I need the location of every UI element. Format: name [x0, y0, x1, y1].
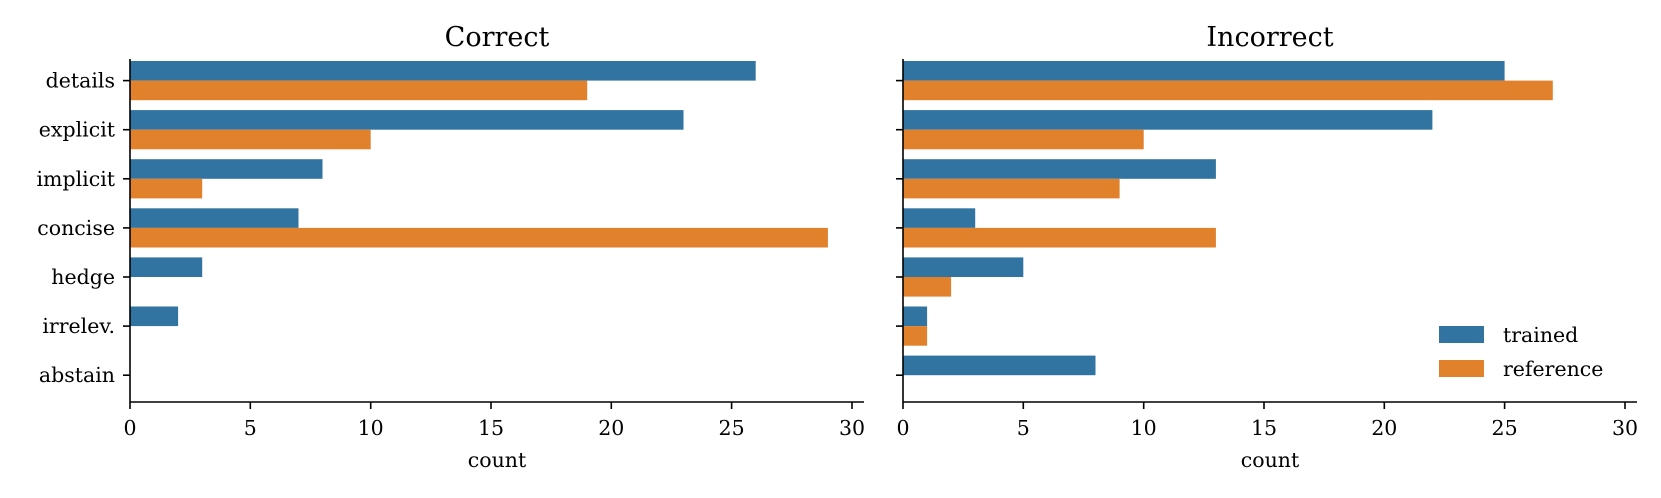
- y-tick-label: implicit: [36, 167, 115, 191]
- bar-trained-details: [130, 61, 756, 81]
- bar-reference-details: [130, 80, 588, 101]
- bar-reference-hedge: [903, 277, 952, 297]
- x-tick-label: 0: [123, 416, 136, 440]
- x-axis-label: count: [1241, 448, 1300, 472]
- legend-swatch-trained: [1439, 326, 1484, 343]
- y-tick-label: details: [46, 69, 115, 93]
- x-tick-label: 25: [719, 416, 745, 440]
- y-tick-label: explicit: [39, 118, 116, 142]
- bar-trained-hedge: [130, 257, 203, 277]
- bar-reference-implicit: [130, 178, 203, 199]
- bar-trained-irrelev: [903, 306, 928, 327]
- y-tick-label: irrelev.: [42, 314, 115, 338]
- x-tick-label: 15: [478, 416, 504, 440]
- bar-trained-implicit: [130, 159, 323, 179]
- legend-swatch-reference: [1439, 360, 1484, 377]
- bar-trained-explicit: [903, 110, 1433, 130]
- bar-reference-implicit: [903, 178, 1120, 199]
- bar-trained-details: [903, 61, 1505, 81]
- bar-reference-concise: [130, 227, 828, 248]
- x-tick-label: 5: [244, 416, 257, 440]
- bar-trained-explicit: [130, 110, 684, 130]
- panel-correct: Correct details explicit implicit concise he…: [36, 22, 865, 472]
- bar-trained-implicit: [903, 159, 1216, 179]
- bar-trained-concise: [903, 208, 976, 228]
- bar-trained-irrelev: [130, 306, 179, 327]
- ticks-group: 0 5 10 15 20 25 30: [896, 79, 1638, 440]
- panel-title: Incorrect: [1206, 22, 1333, 53]
- x-tick-label: 30: [1612, 416, 1638, 440]
- bar-reference-explicit: [130, 129, 371, 150]
- bar-trained-concise: [130, 208, 299, 228]
- x-tick-label: 20: [598, 416, 624, 440]
- y-tick-label: hedge: [51, 265, 115, 289]
- bar-reference-details: [903, 80, 1553, 101]
- y-tick-label: concise: [37, 216, 115, 240]
- bar-trained-abstain: [903, 355, 1096, 376]
- bar-reference-explicit: [903, 129, 1144, 150]
- panel-title: Correct: [445, 22, 550, 53]
- bar-reference-irrelev: [903, 326, 928, 346]
- bars-group: [903, 61, 1553, 376]
- bar-reference-concise: [903, 227, 1216, 248]
- x-tick-label: 30: [839, 416, 865, 440]
- x-tick-label: 25: [1492, 416, 1518, 440]
- panel-incorrect: Incorrect 0 5 10 15 20 25 30 count: [896, 22, 1638, 472]
- bars-group: [130, 61, 828, 327]
- legend: trained reference: [1439, 323, 1603, 381]
- x-tick-label: 5: [1017, 416, 1030, 440]
- bar-trained-hedge: [903, 257, 1024, 277]
- x-tick-label: 10: [358, 416, 384, 440]
- x-tick-label: 10: [1131, 416, 1157, 440]
- x-tick-label: 20: [1371, 416, 1397, 440]
- x-tick-label: 15: [1251, 416, 1277, 440]
- legend-label-reference: reference: [1503, 357, 1603, 381]
- x-tick-label: 0: [896, 416, 909, 440]
- y-tick-label: abstain: [39, 363, 115, 387]
- x-axis-label: count: [468, 448, 527, 472]
- legend-label-trained: trained: [1503, 323, 1578, 347]
- ticks-group: details explicit implicit concise hedge irrel…: [36, 69, 865, 440]
